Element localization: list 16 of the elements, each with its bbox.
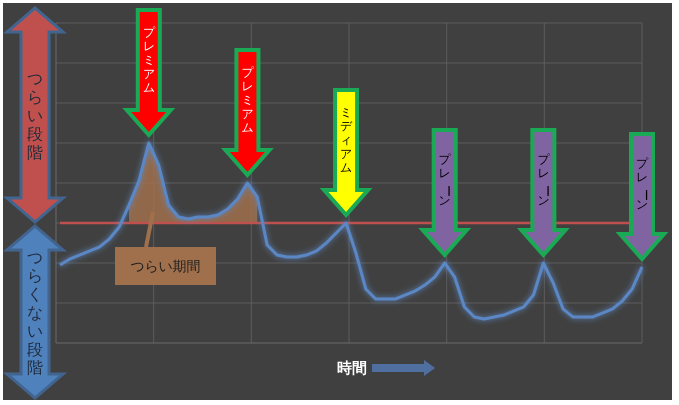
peak-arrow: プレミアム <box>221 48 274 178</box>
peak-arrow: プレーン <box>616 132 668 262</box>
annotation: プレーン <box>537 152 554 208</box>
peak-arrow: プレーン <box>516 128 570 258</box>
annotation: プレーン <box>438 152 456 208</box>
annotation: ミディアム <box>340 105 354 175</box>
side-arrow: つらい段階 <box>2 6 68 224</box>
x-axis-title: 時間 <box>337 359 367 377</box>
peak-arrow: プレーン <box>418 128 472 258</box>
peak-arrow: ミディアム <box>320 88 372 218</box>
band-label: つらい期間 <box>115 212 216 285</box>
annotation: つらい期間 <box>130 259 200 275</box>
side-arrow: つらくない段階 <box>2 224 68 400</box>
xlabel: 時間 <box>337 359 435 377</box>
peak-arrow: プレミアム <box>122 8 176 138</box>
annotation: プレーン <box>636 156 653 212</box>
